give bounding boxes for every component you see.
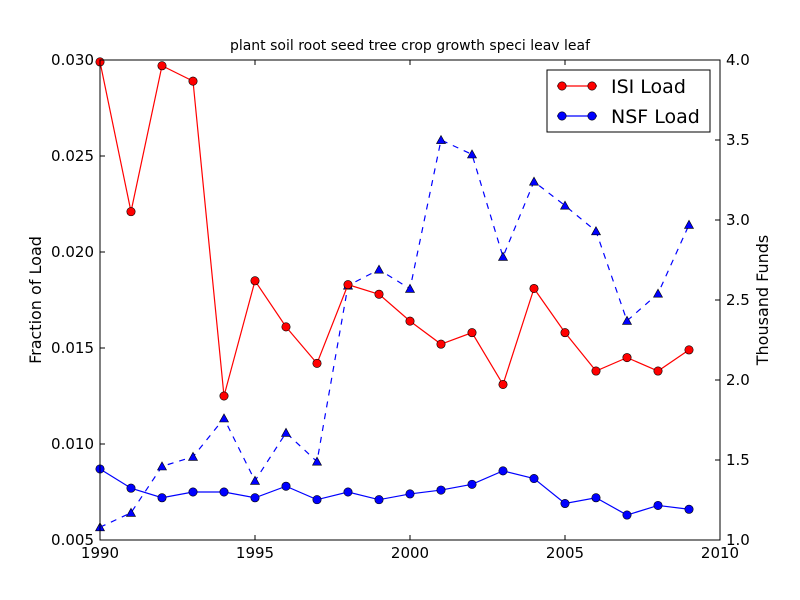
data-point-isi-load-1994 [219,391,229,401]
data-point-nsf-load-1991 [126,483,136,493]
data-point-thousand-funds-2005 [559,200,571,210]
data-point-nsf-load-2005 [560,499,570,509]
data-point-nsf-load-1992 [157,493,167,503]
data-point-isi-load-2004 [529,283,539,293]
data-point-thousand-funds-1991 [125,507,137,517]
y-axis-label: Fraction of Load [26,236,45,364]
data-point-nsf-load-2009 [684,504,694,514]
data-point-isi-load-2002 [467,328,477,338]
data-point-thousand-funds-1999 [373,264,385,274]
data-point-isi-load-1995 [250,276,260,286]
y2-tick-label-2.0: 2.0 [726,371,750,389]
legend-box [546,69,711,133]
series-thousand-funds [94,134,695,532]
y2-tick-label-3.0: 3.0 [726,211,750,229]
series-line-nsf-load [99,468,690,516]
legend-marker-right-nsf-load [587,111,597,121]
y2-tick-label-1.5: 1.5 [726,451,750,469]
legend-label-isi-load: ISI Load [611,76,686,98]
axes-frame [99,59,721,541]
x-tick-label-2000: 2000 [391,544,429,562]
data-point-thousand-funds-2007 [621,315,633,325]
data-point-nsf-load-1997 [312,495,322,505]
data-point-nsf-load-2002 [467,479,477,489]
data-point-isi-load-2007 [622,353,632,363]
data-point-nsf-load-2000 [405,489,415,499]
y2-tick-label-3.5: 3.5 [726,131,750,149]
data-point-isi-load-1991 [126,207,136,217]
data-point-isi-load-2006 [591,366,601,376]
data-point-nsf-load-2004 [529,474,539,484]
x-tick-label-2010: 2010 [701,544,739,562]
data-point-thousand-funds-2006 [590,226,602,236]
legend-label-nsf-load: NSF Load [611,106,700,128]
data-point-thousand-funds-1996 [280,427,292,437]
y-tick-label-0.010: 0.010 [51,435,94,453]
y2-tick-label-1.0: 1.0 [726,531,750,549]
data-point-thousand-funds-2003 [497,251,509,261]
y2-axis-label: Thousand Funds [753,235,772,366]
data-point-thousand-funds-2004 [528,176,540,186]
data-point-thousand-funds-1993 [187,451,199,461]
y2-tick-label-4.0: 4.0 [726,51,750,69]
y-tick-label-0.015: 0.015 [51,339,94,357]
data-point-thousand-funds-1997 [311,456,323,466]
data-point-isi-load-2003 [498,379,508,389]
data-point-nsf-load-1998 [343,487,353,497]
y2-tick-label-2.5: 2.5 [726,291,750,309]
data-point-isi-load-1999 [374,289,384,299]
data-point-nsf-load-2006 [591,493,601,503]
y-tick-label-0.025: 0.025 [51,147,94,165]
data-point-thousand-funds-1994 [218,413,230,423]
chart-title: plant soil root seed tree crop growth sp… [230,38,591,54]
data-point-isi-load-2001 [436,339,446,349]
data-point-nsf-load-2008 [653,500,663,510]
series-nsf-load [95,464,694,520]
data-point-thousand-funds-1995 [249,475,261,485]
data-point-nsf-load-2001 [436,485,446,495]
data-point-thousand-funds-2009 [683,219,695,229]
data-point-nsf-load-1994 [219,487,229,497]
plot-area [94,57,695,532]
data-point-nsf-load-1995 [250,493,260,503]
legend-marker-right-isi-load [587,81,597,91]
legend: ISI Load NSF Load [546,69,711,133]
data-point-thousand-funds-2001 [435,134,447,144]
data-point-isi-load-2000 [405,316,415,326]
legend-marker-left-nsf-load [557,111,567,121]
data-point-isi-load-2008 [653,366,663,376]
data-point-nsf-load-1996 [281,481,291,491]
y-tick-label-0.020: 0.020 [51,243,94,261]
data-point-isi-load-1992 [157,61,167,71]
data-point-isi-load-1996 [281,322,291,332]
x-tick-label-1995: 1995 [236,544,274,562]
data-point-nsf-load-1999 [374,495,384,505]
data-point-nsf-load-2007 [622,510,632,520]
legend-marker-left-isi-load [557,81,567,91]
y-tick-label-0.030: 0.030 [51,51,94,69]
data-point-isi-load-1997 [312,358,322,368]
legend-entry-isi-load: ISI Load [557,76,686,98]
data-point-isi-load-1998 [343,280,353,290]
data-point-isi-load-1993 [188,76,198,86]
data-point-thousand-funds-1992 [156,461,168,471]
y-tick-label-0.005: 0.005 [51,531,94,549]
x-tick-label-2005: 2005 [546,544,584,562]
data-point-nsf-load-2003 [498,466,508,476]
data-point-isi-load-2005 [560,328,570,338]
data-point-thousand-funds-2002 [466,149,478,159]
legend-entry-nsf-load: NSF Load [557,106,700,128]
data-point-nsf-load-1993 [188,487,198,497]
data-point-thousand-funds-2000 [404,283,416,293]
axis-ticks: 1990 1995 2000 2005 2010 0.005 0.010 0.015 0.020… [51,51,750,562]
data-point-isi-load-2009 [684,345,694,355]
x-tick-label-1990: 1990 [81,544,119,562]
series-line-isi-load [99,61,690,397]
data-point-thousand-funds-2008 [652,288,664,298]
